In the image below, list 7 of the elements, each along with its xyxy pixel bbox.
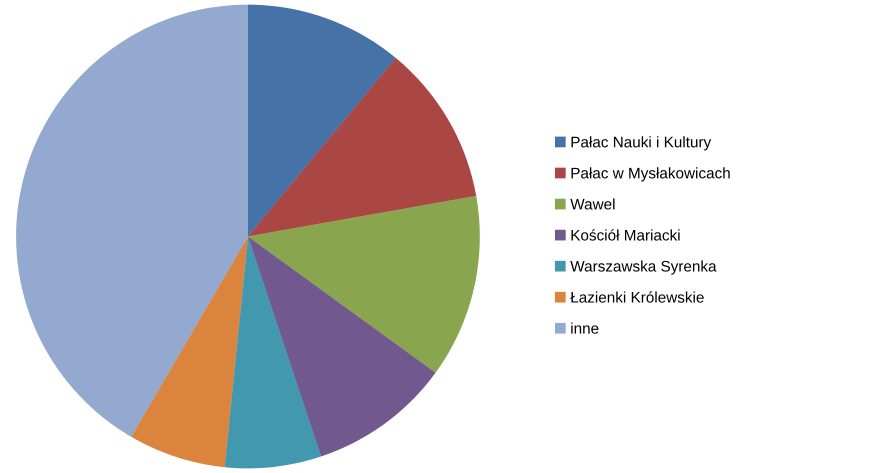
legend-label: inne [571,322,598,334]
legend-label: Łazienki Królewskie [570,291,704,303]
legend-label: Pałac w Mysłakowicach [571,167,730,182]
legend-label: Kościół Mariacki [571,229,680,241]
legend-label: Pałac Nauki i Kultury [571,136,712,150]
legend-label: Warszawska Syrenka [570,260,717,275]
legend-label: Wawel [570,198,614,210]
